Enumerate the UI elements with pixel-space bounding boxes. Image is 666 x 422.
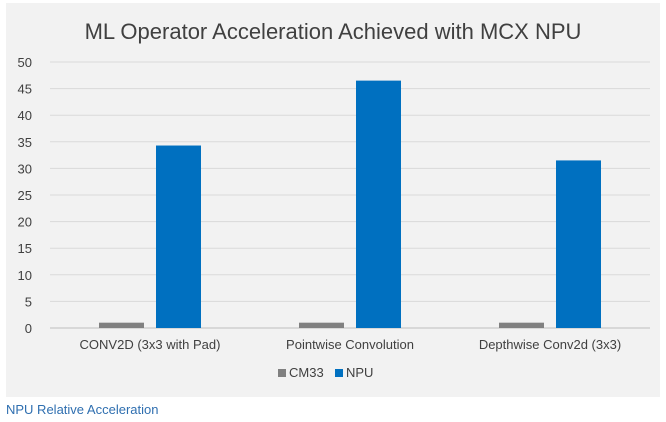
x-category-label: Depthwise Conv2d (3x3): [479, 337, 621, 352]
x-category-label: Pointwise Convolution: [286, 337, 414, 352]
y-tick-label: 35: [18, 135, 32, 150]
chart-panel: ML Operator Acceleration Achieved with M…: [6, 3, 660, 397]
bar-chart: ML Operator Acceleration Achieved with M…: [18, 19, 650, 380]
y-tick-label: 50: [18, 55, 32, 70]
chart-title: ML Operator Acceleration Achieved with M…: [85, 19, 582, 44]
y-tick-label: 45: [18, 82, 32, 97]
y-tick-label: 10: [18, 268, 32, 283]
bar-npu-2: [356, 80, 401, 329]
bar-npu-1: [156, 145, 201, 328]
legend-swatch-npu: [335, 369, 343, 377]
y-tick-label: 25: [18, 188, 32, 203]
legend-label-cm33: CM33: [289, 365, 324, 380]
y-tick-label: 15: [18, 241, 32, 256]
y-tick-label: 5: [25, 294, 32, 309]
bar-cm33-2: [299, 322, 344, 328]
legend-swatch-cm33: [278, 369, 286, 377]
bar-cm33-3: [499, 322, 544, 328]
y-tick-label: 0: [25, 321, 32, 336]
bar-npu-3: [556, 160, 601, 328]
figure-caption: NPU Relative Acceleration: [6, 402, 159, 417]
y-tick-label: 20: [18, 215, 32, 230]
y-tick-label: 40: [18, 108, 32, 123]
x-category-label: CONV2D (3x3 with Pad): [80, 337, 221, 352]
bars: [99, 80, 601, 329]
x-axis-category-labels: CONV2D (3x3 with Pad) Pointwise Convoluti…: [80, 337, 622, 352]
legend-label-npu: NPU: [346, 365, 373, 380]
bar-cm33-1: [99, 322, 144, 328]
gridlines: [50, 61, 650, 329]
legend: CM33 NPU: [278, 365, 373, 380]
y-tick-label: 30: [18, 161, 32, 176]
y-axis-tick-labels: 0 5 10 15 20 25 30 35 40 45 50: [18, 55, 32, 336]
